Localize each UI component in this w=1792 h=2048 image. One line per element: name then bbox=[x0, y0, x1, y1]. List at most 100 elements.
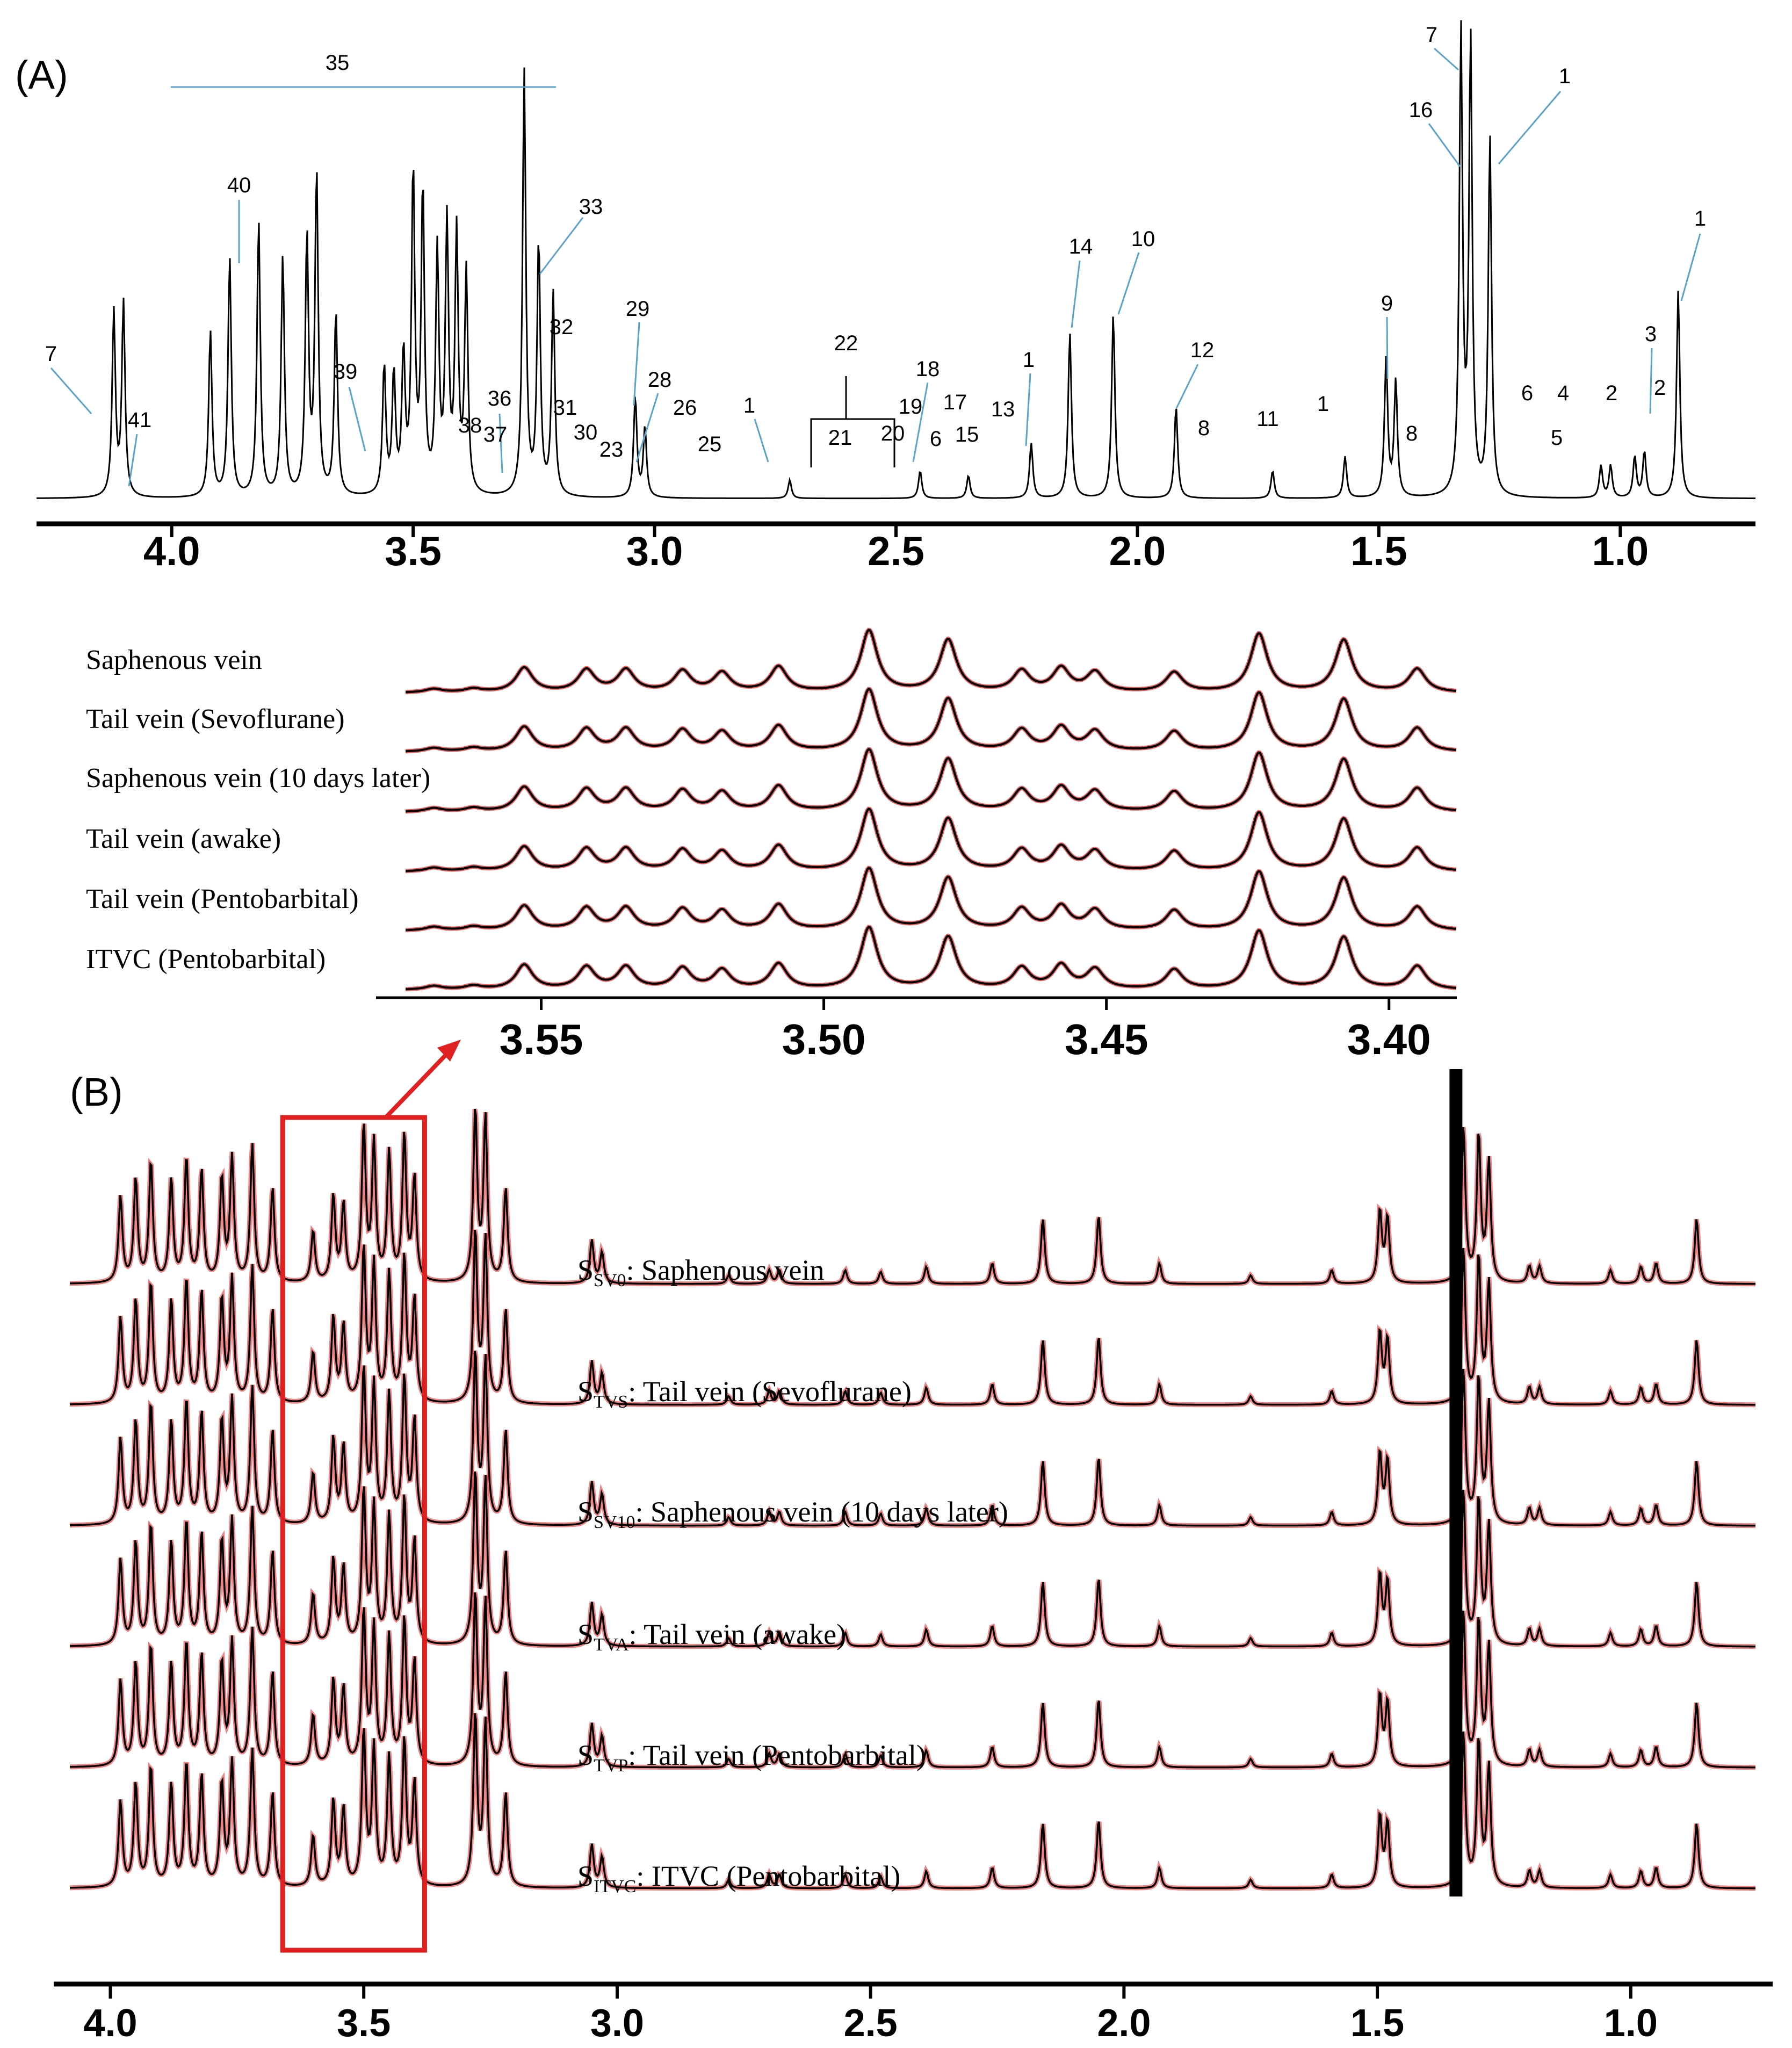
peak-annotation-1: 1 bbox=[743, 394, 755, 417]
annotation-leader-line bbox=[1175, 364, 1199, 409]
peak-annotation-6: 6 bbox=[1521, 381, 1533, 405]
peak-annotation-32: 32 bbox=[550, 315, 574, 339]
inset-trace bbox=[406, 926, 1457, 991]
annotation-leader-line bbox=[539, 217, 584, 275]
peak-annotation-41: 41 bbox=[128, 408, 152, 432]
inset-trace bbox=[406, 629, 1457, 694]
peak-annotation-10: 10 bbox=[1131, 227, 1155, 251]
peak-annotation-4: 4 bbox=[1557, 381, 1569, 405]
peak-annotation-7: 7 bbox=[1426, 23, 1437, 47]
inset-variance-band bbox=[406, 687, 1457, 754]
annotation-leader-line bbox=[633, 322, 640, 406]
peak-annotation-1: 1 bbox=[1559, 64, 1571, 88]
peak-annotation-20: 20 bbox=[881, 422, 905, 445]
annotation-leader-line bbox=[1386, 316, 1389, 379]
peak-annotation-29: 29 bbox=[626, 297, 650, 321]
annotation-leader-line bbox=[912, 382, 929, 463]
annotation-leader-line bbox=[635, 393, 659, 463]
panel-b-series-label: STVP: Tail vein (Pentobarbital) bbox=[577, 1739, 926, 1776]
peak-annotation-5: 5 bbox=[1551, 426, 1563, 450]
panel-a-x-tick-label: 3.0 bbox=[626, 529, 683, 574]
peak-annotation-8: 8 bbox=[1406, 422, 1418, 445]
annotation-leader-line bbox=[1071, 260, 1081, 328]
peak-annotation-9: 9 bbox=[1381, 292, 1393, 315]
peak-annotation-37: 37 bbox=[483, 423, 508, 446]
peak-annotation-7: 7 bbox=[45, 342, 57, 366]
peak-annotation-28: 28 bbox=[648, 368, 672, 392]
inset-variance-band bbox=[406, 866, 1457, 933]
annotation-leader-line bbox=[1498, 91, 1562, 164]
panel-b-trace bbox=[70, 1229, 1755, 1406]
panel-b-series-label: SSV0: Saphenous vein bbox=[577, 1254, 824, 1290]
annotation-leader-line bbox=[1025, 373, 1031, 446]
peak-annotation-1: 1 bbox=[1023, 348, 1035, 372]
peak-annotation-31: 31 bbox=[553, 396, 577, 420]
annotation-leader-line bbox=[498, 413, 503, 473]
peak-annotation-11: 11 bbox=[1256, 407, 1279, 431]
inset-series-label: ITVC (Pentobarbital) bbox=[86, 944, 326, 975]
annotation-leader-line bbox=[1428, 123, 1461, 167]
panel-b-series-label: SSV10: Saphenous vein (10 days later) bbox=[577, 1496, 1008, 1532]
panel-b-x-ticks: 4.0 3.5 3.0 2.5 2.0 1.5 1.0 bbox=[83, 1984, 1658, 2045]
inset-series-label: Tail vein (Sevoflurane) bbox=[86, 704, 345, 734]
peak-annotation-6: 6 bbox=[930, 427, 942, 451]
peak-annotation-2: 2 bbox=[1654, 376, 1666, 400]
panel-b-series-label: STVS: Tail vein (Sevoflurane) bbox=[577, 1375, 912, 1412]
panel-b-x-tick-label: 3.5 bbox=[337, 2002, 391, 2045]
peak-annotation-33: 33 bbox=[579, 195, 603, 219]
panel-b-x-tick-label: 1.0 bbox=[1604, 2002, 1658, 2045]
annotation-leader-line bbox=[1649, 348, 1653, 414]
peak-annotation-1: 1 bbox=[1317, 392, 1329, 416]
peak-annotation-15: 15 bbox=[955, 423, 979, 446]
peak-annotation-25: 25 bbox=[698, 432, 722, 456]
panel-a-label: (A) bbox=[15, 53, 68, 97]
panel-b-water-bar bbox=[1449, 1069, 1463, 1896]
peak-annotation-26: 26 bbox=[673, 396, 697, 420]
inset-series-label: Saphenous vein bbox=[86, 645, 262, 675]
peak-annotation-2: 2 bbox=[1606, 381, 1617, 405]
inset-trace bbox=[406, 807, 1457, 872]
peak-annotation-12: 12 bbox=[1190, 338, 1215, 362]
peak-annotation-13: 13 bbox=[991, 398, 1015, 421]
panel-b-label: (B) bbox=[70, 1070, 123, 1114]
panel-b-trace bbox=[70, 1350, 1755, 1527]
panel-b-series-label: STVA: Tail vein (awake) bbox=[577, 1618, 846, 1655]
inset-variance-band bbox=[406, 747, 1457, 814]
peak-annotation-36: 36 bbox=[488, 387, 512, 410]
panel-a-x-tick-label: 4.0 bbox=[143, 529, 200, 574]
panel-a-x-ticks: 4.0 3.5 3.0 2.5 2.0 1.5 1.0 bbox=[143, 524, 1649, 574]
peak-annotation-23: 23 bbox=[599, 438, 624, 461]
panel-b-variance-band bbox=[70, 1108, 1755, 1287]
peak-annotation-17: 17 bbox=[943, 391, 967, 414]
peak-annotation-19: 19 bbox=[899, 395, 923, 419]
panel-b-trace bbox=[70, 1592, 1755, 1769]
highlight-box bbox=[280, 1115, 427, 1953]
annotation-leader-line bbox=[348, 386, 366, 452]
peak-annotation-18: 18 bbox=[916, 357, 940, 381]
annotation-leader-line bbox=[1434, 47, 1459, 71]
panel-b-x-tick-label: 2.0 bbox=[1097, 2002, 1151, 2045]
inset-series-label: Saphenous vein (10 days later) bbox=[86, 763, 430, 794]
panel-b-variance-band bbox=[70, 1229, 1755, 1408]
inset-trace bbox=[406, 688, 1457, 753]
panel-a-x-tick-label: 2.5 bbox=[868, 529, 924, 574]
zoom-arrow bbox=[384, 1046, 454, 1119]
inset-variance-band bbox=[406, 628, 1457, 695]
peak-annotation-3: 3 bbox=[1645, 322, 1657, 346]
annotation-leader-line bbox=[1680, 233, 1701, 301]
panel-b-x-tick-label: 2.5 bbox=[844, 2002, 898, 2045]
panel-a-x-tick-label: 2.0 bbox=[1109, 529, 1166, 574]
inset-series-label: Tail vein (Pentobarbital) bbox=[86, 884, 359, 914]
panel-b-trace bbox=[70, 1108, 1755, 1285]
panel-a-x-tick-label: 1.5 bbox=[1350, 529, 1407, 574]
annotation-leader-line bbox=[754, 419, 769, 463]
peak-annotation-38: 38 bbox=[458, 414, 482, 437]
annotation-leader-line bbox=[128, 434, 138, 487]
inset-x-tick-label: 3.40 bbox=[1347, 1015, 1431, 1063]
peak-annotation-8: 8 bbox=[1198, 416, 1210, 440]
inset-x-ticks: 3.55 3.50 3.45 3.40 bbox=[500, 998, 1431, 1063]
panel-a-spectrum bbox=[36, 20, 1755, 500]
inset-trace bbox=[406, 748, 1457, 813]
peak-annotation-35: 35 bbox=[326, 51, 350, 75]
